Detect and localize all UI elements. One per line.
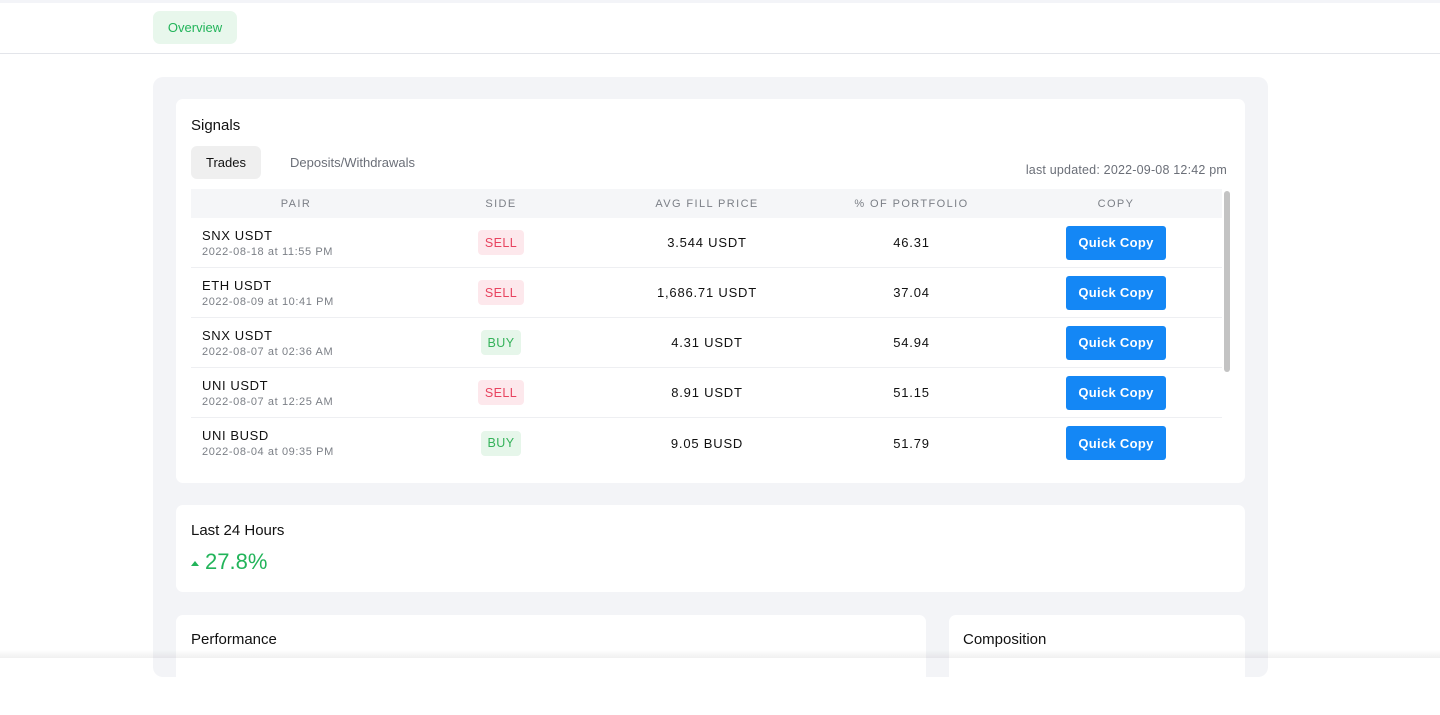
pair-name: SNX USDT (202, 227, 273, 243)
column-header-portfolio-percent: % OF PORTFOLIO (854, 197, 969, 210)
tab-trades[interactable]: Trades (191, 146, 261, 179)
quick-copy-button[interactable]: Quick Copy (1066, 275, 1166, 310)
top-nav-bar: Overview (0, 3, 1440, 54)
column-header-pair: PAIR (280, 197, 312, 210)
portfolio-percent: 37.04 (893, 285, 930, 300)
performance-title: Performance (191, 631, 277, 648)
trade-time: 2022-08-18 at 11:55 PM (202, 245, 334, 258)
quick-copy-button[interactable]: Quick Copy (1066, 375, 1166, 410)
table-row: ETH USDT 2022-08-09 at 10:41 PM SELL 1,68… (191, 268, 1222, 318)
quick-copy-button[interactable]: Quick Copy (1066, 225, 1166, 260)
change-percent: 27.8% (205, 549, 268, 574)
column-header-copy: COPY (1097, 197, 1135, 210)
last-24-hours-title: Last 24 Hours (191, 522, 285, 539)
side-badge: SELL (477, 230, 525, 255)
quick-copy-button[interactable]: Quick Copy (1066, 426, 1166, 460)
table-row: UNI USDT 2022-08-07 at 12:25 AM SELL 8.91… (191, 368, 1222, 418)
avg-fill-price: 9.05 BUSD (670, 435, 744, 451)
bottom-shadow (0, 650, 1440, 658)
portfolio-percent: 46.31 (893, 235, 930, 250)
column-header-avg-fill-price: AVG FILL PRICE (655, 197, 759, 210)
signals-title: Signals (191, 117, 241, 134)
table-scrollbar[interactable] (1224, 191, 1230, 372)
tab-overview[interactable]: Overview (153, 11, 237, 44)
table-header: PAIR SIDE AVG FILL PRICE % OF PORTFOLIO … (191, 189, 1222, 218)
pair-name: UNI BUSD (202, 428, 269, 443)
caret-up-icon (191, 560, 199, 566)
trade-time: 2022-08-07 at 02:36 AM (202, 345, 334, 358)
pair-name: ETH USDT (202, 277, 272, 293)
change-value: 27.8% (191, 549, 267, 575)
portfolio-percent: 54.94 (893, 335, 930, 350)
avg-fill-price: 1,686.71 USDT (656, 285, 757, 300)
signals-table: PAIR SIDE AVG FILL PRICE % OF PORTFOLIO … (191, 189, 1222, 468)
side-badge: BUY (480, 330, 522, 355)
last-updated-text: last updated: 2022-09-08 12:42 pm (1025, 163, 1227, 177)
pair-name: SNX USDT (202, 327, 273, 343)
column-header-side: SIDE (485, 197, 517, 210)
trade-time: 2022-08-07 at 12:25 AM (202, 395, 334, 408)
pair-name: UNI USDT (202, 377, 269, 393)
composition-title: Composition (963, 631, 1047, 648)
performance-card: Performance (176, 615, 926, 715)
dashboard-panel: Signals Trades Deposits/Withdrawals last… (153, 77, 1268, 715)
trade-time: 2022-08-04 at 09:35 PM (202, 446, 334, 458)
side-badge: SELL (477, 280, 525, 305)
side-badge: BUY (480, 430, 522, 456)
composition-card: Composition (949, 615, 1245, 715)
signals-card: Signals Trades Deposits/Withdrawals last… (176, 99, 1245, 483)
table-row: UNI BUSD 2022-08-04 at 09:35 PM BUY 9.05 … (191, 418, 1222, 468)
table-row: SNX USDT 2022-08-07 at 02:36 AM BUY 4.31 … (191, 318, 1222, 368)
table-row: SNX USDT 2022-08-18 at 11:55 PM SELL 3.54… (191, 218, 1222, 268)
top-strip (0, 0, 1440, 3)
trade-time: 2022-08-09 at 10:41 PM (202, 295, 334, 308)
portfolio-percent: 51.79 (893, 435, 930, 451)
avg-fill-price: 4.31 USDT (671, 335, 743, 350)
avg-fill-price: 3.544 USDT (667, 235, 747, 250)
last-24-hours-card: Last 24 Hours 27.8% (176, 505, 1245, 592)
tab-deposits-withdrawals[interactable]: Deposits/Withdrawals (290, 155, 415, 170)
quick-copy-button[interactable]: Quick Copy (1066, 325, 1166, 360)
avg-fill-price: 8.91 USDT (671, 385, 743, 400)
portfolio-percent: 51.15 (893, 385, 930, 400)
side-badge: SELL (477, 380, 525, 405)
